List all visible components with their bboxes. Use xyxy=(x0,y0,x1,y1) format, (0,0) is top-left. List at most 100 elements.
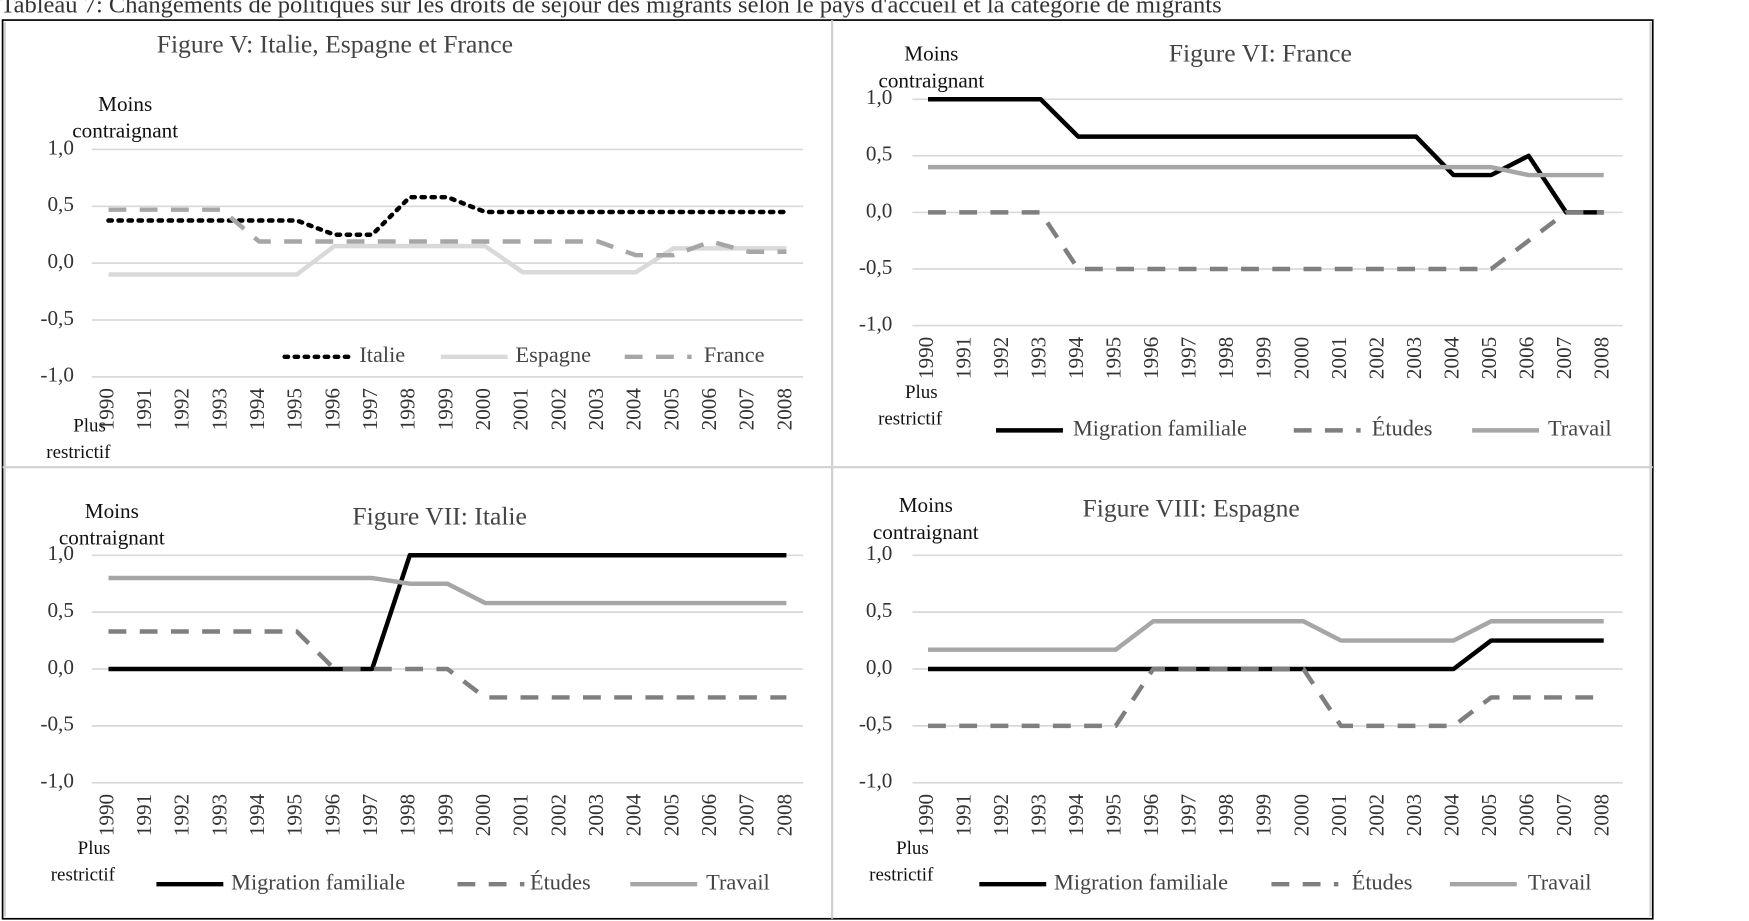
y-tick-label: 1,0 xyxy=(47,135,73,159)
legend-label: Espagne xyxy=(515,342,591,367)
axis-annotation: contraignant xyxy=(72,119,178,143)
y-tick-label: -1,0 xyxy=(859,769,893,793)
x-tick-label: 2001 xyxy=(509,794,533,836)
x-tick-label: 1998 xyxy=(1214,794,1238,836)
axis-annotation: restrictif xyxy=(869,865,934,886)
line-series xyxy=(928,666,1604,729)
chart-title: Figure V: Italie, Espagne et France xyxy=(157,30,513,59)
legend-label: Études xyxy=(1352,869,1413,894)
y-tick-label: -0,5 xyxy=(40,306,74,330)
x-tick-label: 2008 xyxy=(772,388,796,430)
x-tick-label: 2000 xyxy=(1289,794,1313,836)
x-tick-label: 2005 xyxy=(1477,794,1501,836)
x-tick-label: 2007 xyxy=(1552,794,1576,836)
x-tick-label: 1994 xyxy=(245,388,269,431)
line-series xyxy=(108,553,787,672)
panel-borders xyxy=(1,19,1654,920)
x-tick-label: 2007 xyxy=(735,388,759,430)
axis-annotation: contraignant xyxy=(59,526,165,550)
legend-label: Migration familiale xyxy=(231,869,405,894)
y-tick-label: -0,5 xyxy=(859,712,893,736)
legend-label: Travail xyxy=(1528,869,1592,894)
y-tick-label: 0,5 xyxy=(866,598,892,622)
y-tick-label: 0,5 xyxy=(47,598,73,622)
x-tick-label: 2006 xyxy=(1514,337,1538,379)
x-tick-label: 1995 xyxy=(283,388,307,430)
legend-label: Travail xyxy=(1548,416,1612,441)
x-tick-label: 1997 xyxy=(358,388,382,430)
axis-annotation: Moins xyxy=(98,92,152,116)
x-tick-label: 2007 xyxy=(1552,337,1576,379)
x-tick-label: 1995 xyxy=(1102,337,1126,379)
x-tick-label: 2000 xyxy=(471,794,495,836)
x-tick-label: 2003 xyxy=(584,794,608,836)
line-series xyxy=(928,164,1604,178)
x-tick-label: 1991 xyxy=(951,337,975,379)
x-tick-label: 2001 xyxy=(509,388,533,430)
x-tick-label: 1990 xyxy=(94,794,118,836)
x-tick-label: 1991 xyxy=(951,794,975,836)
chart-title: Figure VIII: Espagne xyxy=(1083,494,1300,523)
x-tick-label: 1999 xyxy=(433,794,457,836)
y-tick-label: -1,0 xyxy=(859,311,893,335)
line-series xyxy=(108,629,787,700)
y-tick-label: 0,0 xyxy=(47,655,73,679)
x-tick-label: 1990 xyxy=(94,388,118,430)
line-series xyxy=(928,619,1604,652)
x-tick-label: 1991 xyxy=(132,388,156,430)
x-tick-label: 2002 xyxy=(1364,794,1388,836)
x-tick-label: 1991 xyxy=(132,794,156,836)
axis-annotation: Moins xyxy=(899,493,953,517)
x-tick-label: 2001 xyxy=(1327,337,1351,379)
x-tick-label: 1999 xyxy=(433,388,457,430)
x-tick-label: 1996 xyxy=(1139,337,1163,379)
x-tick-label: 1992 xyxy=(989,337,1013,379)
y-tick-label: -0,5 xyxy=(40,712,74,736)
y-tick-label: 1,0 xyxy=(866,541,892,565)
legend-label: Migration familiale xyxy=(1073,416,1247,441)
x-tick-label: 1998 xyxy=(1214,337,1238,379)
x-tick-label: 2008 xyxy=(1590,794,1614,836)
y-tick-label: 0,5 xyxy=(866,142,892,166)
x-tick-label: 2006 xyxy=(697,388,721,430)
x-tick-label: 1997 xyxy=(358,794,382,836)
legend-label: Études xyxy=(530,869,591,894)
axis-annotation: restrictif xyxy=(51,865,116,886)
y-tick-label: 1,0 xyxy=(866,85,892,109)
axis-annotation: Moins xyxy=(85,499,139,523)
x-tick-label: 1990 xyxy=(914,337,938,379)
y-tick-label: -0,5 xyxy=(859,255,893,279)
y-tick-label: 0,0 xyxy=(866,655,892,679)
x-tick-label: 1992 xyxy=(170,794,194,836)
x-tick-label: 2005 xyxy=(659,388,683,430)
x-tick-label: 2002 xyxy=(546,794,570,836)
x-tick-label: 1996 xyxy=(320,388,344,430)
x-tick-label: 2003 xyxy=(584,388,608,430)
chart: Figure VIII: Espagne Moins contraignant Plu… xyxy=(859,493,1623,894)
axis-annotation: restrictif xyxy=(878,409,943,430)
chart-title: Figure VI: France xyxy=(1169,39,1352,68)
chart: Figure VII: Italie Moins contraignant Plus r… xyxy=(40,499,804,894)
axis-annotation: contraignant xyxy=(878,68,984,92)
line-series xyxy=(106,194,789,237)
x-tick-label: 2001 xyxy=(1327,794,1351,836)
y-tick-label: 0,0 xyxy=(47,249,73,273)
line-series xyxy=(108,243,787,277)
x-tick-label: 1992 xyxy=(170,388,194,430)
x-tick-label: 1997 xyxy=(1177,794,1201,836)
x-tick-label: 1993 xyxy=(207,388,231,430)
x-tick-label: 2005 xyxy=(1477,337,1501,379)
x-tick-label: 1996 xyxy=(1139,794,1163,836)
x-tick-label: 1994 xyxy=(245,793,269,836)
chart-title: Figure VII: Italie xyxy=(352,501,527,530)
line-series xyxy=(108,575,787,606)
y-tick-label: -1,0 xyxy=(40,363,74,387)
legend-label: Travail xyxy=(706,869,770,894)
line-series xyxy=(108,207,787,258)
x-tick-label: 1995 xyxy=(283,794,307,836)
x-tick-label: 2004 xyxy=(622,793,646,836)
y-tick-label: 1,0 xyxy=(47,541,73,565)
x-tick-label: 2006 xyxy=(1514,794,1538,836)
